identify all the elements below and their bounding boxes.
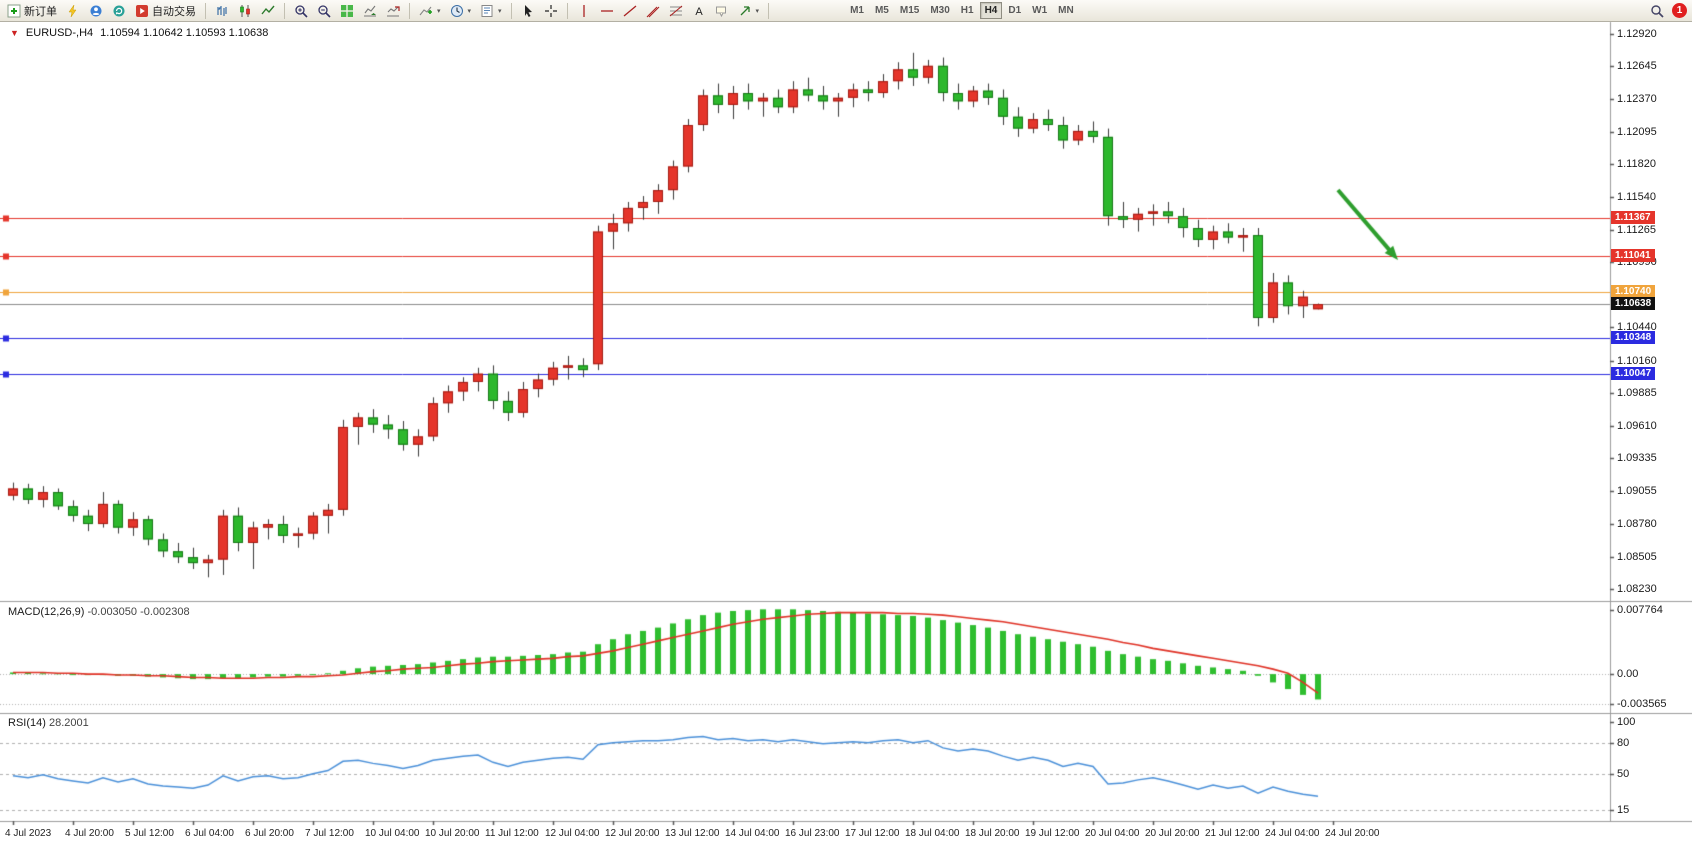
- toolbar-separator: [205, 2, 206, 19]
- text-icon: A: [695, 6, 703, 18]
- toolbar-separator: [284, 2, 285, 19]
- svg-text:A: A: [695, 6, 703, 18]
- search-icon: [1651, 4, 1664, 18]
- periods-button[interactable]: ▾: [446, 1, 476, 20]
- horizontal-line-button[interactable]: [596, 1, 618, 20]
- dropdown-caret: ▾: [437, 7, 441, 15]
- bar-chart-icon: [217, 5, 227, 16]
- label-button[interactable]: [711, 1, 733, 20]
- fibonacci-icon: [669, 5, 682, 16]
- crosshair-button[interactable]: [540, 1, 562, 20]
- vertical-line-icon: [582, 4, 585, 17]
- algo-trading-label: 自动交易: [152, 5, 196, 18]
- tf-button-m15[interactable]: M15: [895, 2, 924, 19]
- line-chart-button[interactable]: [257, 1, 279, 20]
- toolbar-separator: [768, 2, 770, 19]
- zoom-out-icon: [318, 4, 331, 18]
- lightning-icon: [68, 4, 77, 17]
- tile-windows-icon: [341, 4, 353, 17]
- new-order-icon: [7, 4, 21, 17]
- line-chart-icon: [261, 5, 275, 14]
- quick-trade-button[interactable]: [62, 1, 84, 20]
- template-icon: [481, 4, 493, 17]
- refresh-icon: [113, 5, 125, 16]
- tf-button-m30[interactable]: M30: [925, 2, 954, 19]
- candlestick-chart-icon: [240, 4, 250, 17]
- arrow-tool-icon: [740, 5, 750, 15]
- toolbar-separator: [409, 2, 410, 19]
- tile-windows-button[interactable]: [336, 1, 358, 20]
- tf-button-mn[interactable]: MN: [1053, 2, 1079, 19]
- tf-button-m5[interactable]: M5: [870, 2, 894, 19]
- toolbar-separator: [510, 2, 512, 19]
- vertical-line-button[interactable]: [573, 1, 595, 20]
- dropdown-caret: ▾: [498, 7, 502, 15]
- crosshair-icon: [544, 4, 557, 17]
- auto-scroll-icon: [364, 5, 376, 17]
- zoom-out-button[interactable]: [313, 1, 335, 20]
- community-button[interactable]: [85, 1, 107, 20]
- toolbar-separator: [566, 2, 568, 19]
- cursor-button[interactable]: [517, 1, 539, 20]
- zoom-in-icon: [295, 4, 308, 18]
- label-icon: [715, 6, 726, 17]
- main-toolbar: 新订单 自动交易: [0, 0, 1692, 22]
- tf-button-w1[interactable]: W1: [1027, 2, 1052, 19]
- fibonacci-button[interactable]: [665, 1, 687, 20]
- dropdown-caret: ▾: [755, 7, 760, 15]
- channel-button[interactable]: [642, 1, 664, 20]
- algo-trading-icon: [136, 4, 148, 17]
- channel-icon: [646, 6, 659, 17]
- candlestick-chart-button[interactable]: [234, 1, 256, 20]
- dropdown-caret: ▾: [467, 7, 472, 15]
- templates-button[interactable]: ▾: [476, 1, 506, 20]
- clock-icon: [450, 4, 463, 17]
- refresh-button[interactable]: [108, 1, 130, 20]
- tf-button-h1[interactable]: H1: [956, 2, 979, 19]
- cursor-icon: [524, 4, 532, 17]
- auto-scroll-button[interactable]: [359, 1, 381, 20]
- trendline-button[interactable]: [619, 1, 641, 20]
- profile-icon: [90, 5, 102, 16]
- zoom-in-button[interactable]: [290, 1, 312, 20]
- chart-shift-icon: [387, 5, 400, 17]
- chart-shift-button[interactable]: [382, 1, 404, 20]
- new-order-label: 新订单: [24, 5, 57, 18]
- tf-button-h4[interactable]: H4: [979, 2, 1003, 19]
- text-button[interactable]: A: [688, 1, 710, 20]
- arrows-button[interactable]: ▾: [734, 1, 764, 20]
- toolbar-right: 1: [1646, 1, 1689, 20]
- bar-chart-button[interactable]: [211, 1, 233, 20]
- algo-trading-button[interactable]: 自动交易: [131, 1, 200, 20]
- new-order-button[interactable]: 新订单: [3, 1, 61, 20]
- trendline-icon: [623, 5, 636, 16]
- notification-badge[interactable]: 1: [1672, 3, 1687, 18]
- horizontal-line-icon: [600, 9, 613, 12]
- tf-button-d1[interactable]: D1: [1003, 2, 1026, 19]
- indicators-button[interactable]: ▾: [415, 1, 445, 20]
- search-button[interactable]: [1646, 1, 1668, 20]
- tf-button-m1[interactable]: M1: [845, 2, 869, 19]
- indicators-icon: [419, 6, 432, 15]
